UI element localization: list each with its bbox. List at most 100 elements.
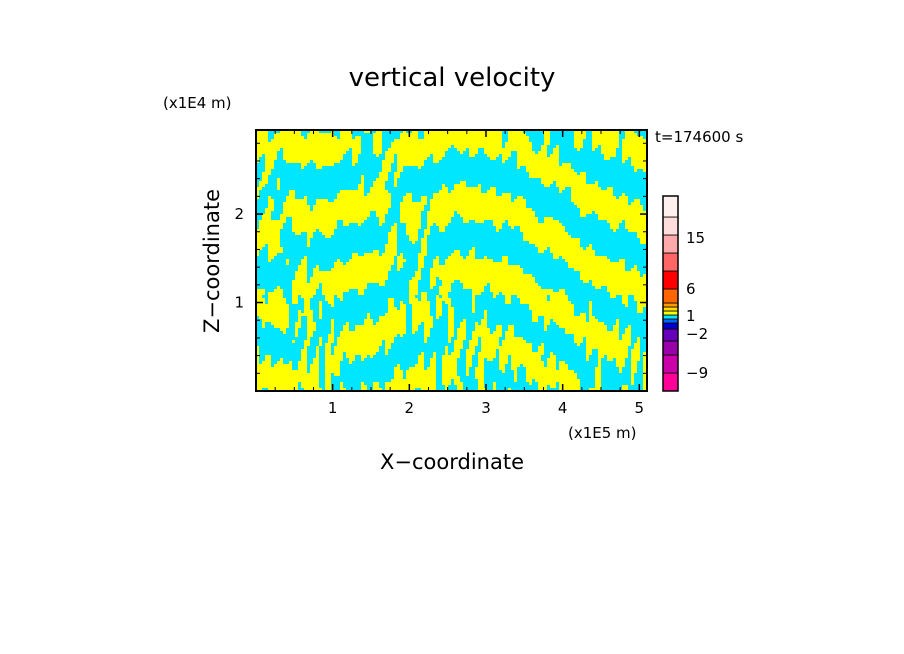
positive-velocity-cell: [325, 376, 331, 379]
positive-velocity-cell: [532, 310, 574, 313]
positive-velocity-cell: [283, 202, 307, 205]
positive-velocity-cell: [538, 382, 556, 385]
positive-velocity-cell: [256, 385, 298, 388]
positive-velocity-cell: [376, 214, 385, 217]
positive-velocity-cell: [643, 382, 647, 385]
positive-velocity-cell: [544, 328, 547, 331]
positive-velocity-cell: [505, 295, 511, 298]
positive-velocity-cell: [319, 304, 322, 307]
positive-velocity-cell: [340, 130, 352, 133]
positive-velocity-cell: [256, 361, 259, 364]
positive-velocity-cell: [637, 235, 647, 238]
positive-velocity-cell: [325, 379, 331, 382]
positive-velocity-cell: [409, 286, 418, 289]
positive-velocity-cell: [265, 160, 274, 163]
positive-velocity-cell: [268, 292, 283, 295]
positive-velocity-cell: [631, 379, 634, 382]
colorbar: 15 6 1−2 −9: [662, 195, 708, 392]
positive-velocity-cell: [256, 310, 289, 313]
positive-velocity-cell: [385, 340, 394, 343]
positive-velocity-cell: [448, 340, 451, 343]
positive-velocity-cell: [592, 133, 619, 136]
positive-velocity-cell: [472, 292, 481, 295]
positive-velocity-cell: [409, 292, 418, 295]
positive-velocity-cell: [436, 301, 442, 304]
positive-velocity-cell: [448, 316, 454, 319]
positive-velocity-cell: [574, 145, 583, 148]
positive-velocity-cell: [535, 379, 580, 382]
positive-velocity-cell: [610, 292, 647, 295]
positive-velocity-cell: [256, 232, 280, 235]
positive-velocity-cell: [343, 223, 349, 226]
positive-velocity-cell: [487, 190, 496, 193]
colorbar-segment: [662, 252, 679, 272]
positive-velocity-cell: [550, 250, 595, 253]
positive-velocity-cell: [508, 130, 523, 133]
positive-velocity-cell: [385, 388, 415, 391]
positive-velocity-cell: [436, 307, 442, 310]
positive-velocity-cell: [622, 193, 625, 196]
positive-velocity-cell: [598, 361, 601, 364]
positive-velocity-cell: [526, 376, 577, 379]
positive-velocity-cell: [547, 361, 556, 364]
positive-velocity-cell: [475, 220, 484, 223]
positive-velocity-cell: [544, 142, 550, 145]
positive-velocity-cell: [268, 298, 286, 301]
positive-velocity-cell: [499, 358, 508, 361]
positive-velocity-cell: [466, 364, 472, 367]
positive-velocity-cell: [406, 373, 436, 376]
positive-velocity-cell: [436, 316, 439, 319]
positive-velocity-cell: [283, 157, 343, 160]
positive-velocity-cell: [622, 337, 631, 340]
positive-velocity-cell: [427, 217, 451, 220]
positive-velocity-cell: [499, 352, 544, 355]
positive-velocity-cell: [535, 244, 580, 247]
positive-velocity-cell: [448, 325, 454, 328]
positive-velocity-cell: [499, 364, 505, 367]
positive-velocity-cell: [553, 253, 595, 256]
positive-velocity-cell: [325, 370, 340, 373]
positive-velocity-cell: [262, 172, 271, 175]
positive-velocity-cell: [367, 316, 370, 319]
positive-velocity-cell: [274, 289, 283, 292]
positive-velocity-cell: [259, 223, 283, 226]
positive-velocity-cell: [634, 346, 640, 349]
positive-velocity-cell: [292, 286, 319, 289]
positive-velocity-cell: [418, 355, 424, 358]
positive-velocity-cell: [448, 337, 451, 340]
positive-velocity-cell: [589, 304, 592, 307]
positive-velocity-cell: [589, 316, 595, 319]
positive-velocity-cell: [502, 292, 565, 295]
positive-velocity-cell: [256, 289, 265, 292]
positive-velocity-cell: [418, 256, 424, 259]
positive-velocity-cell: [430, 358, 436, 361]
positive-velocity-cell: [490, 286, 541, 289]
positive-velocity-cell: [370, 187, 385, 190]
positive-velocity-cell: [457, 385, 463, 388]
positive-velocity-cell: [508, 220, 538, 223]
positive-velocity-cell: [454, 250, 460, 253]
positive-velocity-cell: [511, 358, 541, 361]
positive-velocity-cell: [262, 217, 271, 220]
positive-velocity-cell: [364, 319, 373, 322]
positive-velocity-cell: [454, 187, 481, 190]
positive-velocity-cell: [412, 313, 430, 316]
positive-velocity-cell: [589, 301, 592, 304]
positive-velocity-cell: [457, 331, 466, 334]
positive-velocity-cell: [307, 133, 334, 136]
positive-velocity-cell: [559, 325, 607, 328]
positive-velocity-cell: [430, 283, 436, 286]
positive-velocity-cell: [505, 145, 532, 148]
positive-velocity-cell: [439, 277, 535, 280]
positive-velocity-cell: [568, 262, 625, 265]
positive-velocity-cell: [454, 379, 460, 382]
positive-velocity-cell: [298, 265, 307, 268]
positive-velocity-cell: [400, 208, 424, 211]
positive-velocity-cell: [469, 250, 475, 253]
positive-velocity-cell: [256, 352, 259, 355]
positive-velocity-cell: [256, 244, 265, 247]
positive-velocity-cell: [493, 220, 505, 223]
positive-velocity-cell: [451, 253, 460, 256]
x-axis-label: X−coordinate: [380, 450, 524, 474]
positive-velocity-cell: [349, 361, 352, 364]
